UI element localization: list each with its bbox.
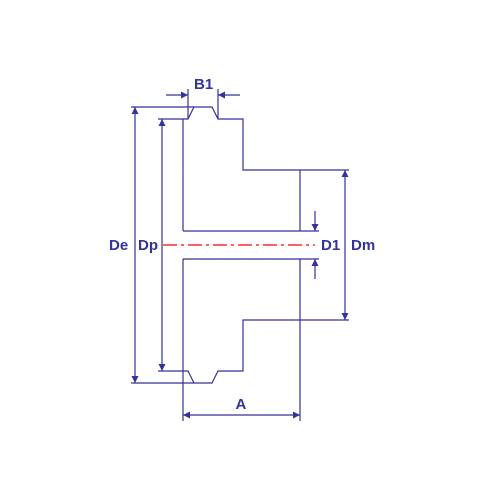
label-De: De (109, 237, 128, 254)
part-outline-upper (183, 107, 300, 231)
label-Dp: Dp (138, 237, 158, 254)
label-A: A (236, 396, 247, 413)
sprocket-cross-section-diagram: De Dp Dm D1 B1 A (0, 0, 500, 500)
label-B1: B1 (194, 76, 213, 93)
part-outline-lower (183, 259, 300, 383)
label-Dm: Dm (351, 237, 375, 254)
label-D1: D1 (321, 237, 340, 254)
